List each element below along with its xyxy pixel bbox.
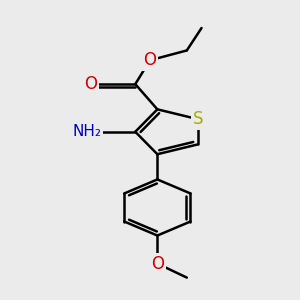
Text: S: S [193, 110, 203, 128]
Text: O: O [143, 51, 157, 69]
Text: NH₂: NH₂ [73, 124, 102, 139]
Text: O: O [85, 75, 98, 93]
Text: O: O [151, 255, 164, 273]
